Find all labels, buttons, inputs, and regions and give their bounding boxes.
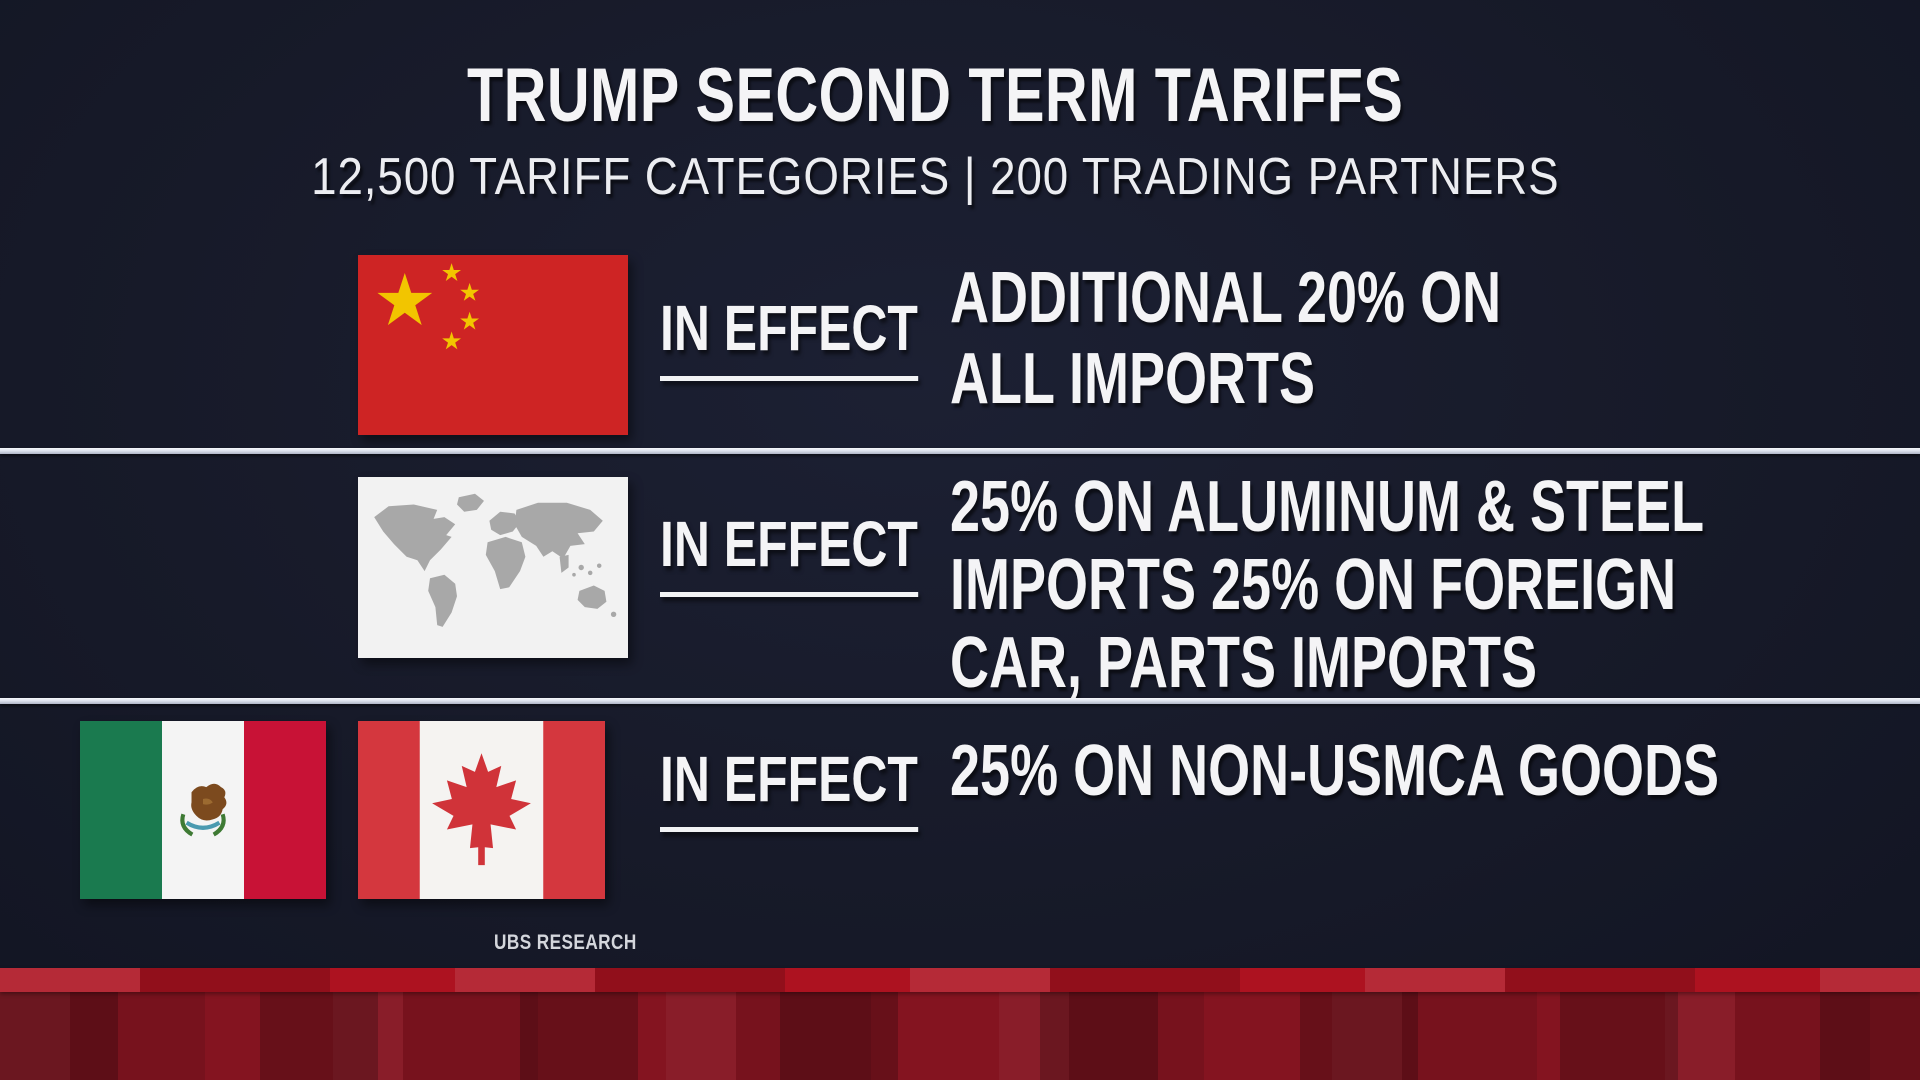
page-subtitle: 12,500 TARIFF CATEGORIES | 200 TRADING P… [310, 148, 1560, 206]
band-top-strip [0, 968, 1920, 992]
detail-line: ALL IMPORTS [950, 339, 1316, 419]
lower-third-band [0, 968, 1920, 1080]
tariff-detail-row2: 25% ON ALUMINUM & STEEL IMPORTS 25% ON F… [950, 468, 1920, 702]
mexico-flag [80, 721, 326, 899]
detail-line: 25% ON ALUMINUM & STEEL [950, 467, 1705, 547]
band-top-strip-segments [0, 968, 1920, 992]
source-credit: UBS RESEARCH [494, 931, 637, 954]
status-badge-row3: IN EFFECT [660, 742, 991, 832]
detail-line: IMPORTS 25% ON FOREIGN [950, 545, 1677, 625]
tariff-detail-row3: 25% ON NON-USMCA GOODS [950, 732, 1920, 810]
tariff-detail-row1: ADDITIONAL 20% ON ALL IMPORTS [950, 258, 1685, 420]
world-map [358, 477, 628, 658]
status-badge-row2: IN EFFECT [660, 507, 991, 597]
detail-line: 25% ON NON-USMCA GOODS [950, 731, 1720, 811]
status-badge-row1: IN EFFECT [660, 291, 991, 381]
china-flag [358, 255, 628, 435]
row-divider [0, 448, 1920, 454]
detail-line: ADDITIONAL 20% ON [950, 258, 1502, 338]
header: TRUMP SECOND TERM TARIFFS 12,500 TARIFF … [0, 0, 1870, 207]
page-title: TRUMP SECOND TERM TARIFFS [466, 53, 1404, 138]
canada-flag [358, 721, 605, 899]
detail-line: CAR, PARTS IMPORTS [950, 623, 1538, 703]
row-divider [0, 698, 1920, 704]
coat-of-arms [180, 783, 227, 837]
